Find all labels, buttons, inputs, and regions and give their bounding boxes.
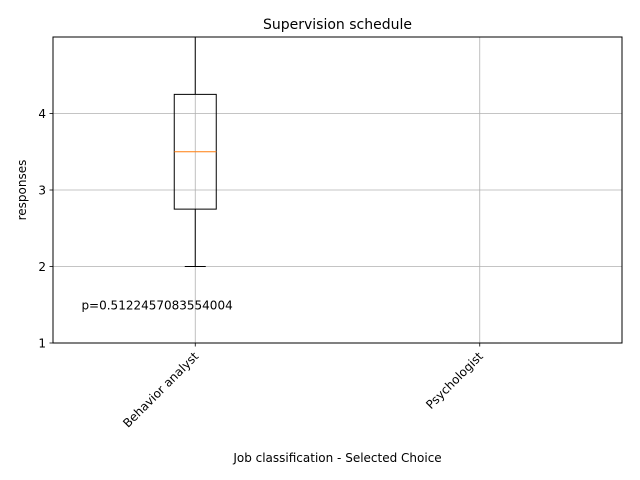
p-value-annotation: p=0.5122457083554004 <box>81 298 232 312</box>
x-axis-ticks: Behavior analyst Psychologist <box>120 343 486 430</box>
y-axis-ticks: 1 2 3 4 <box>38 107 53 351</box>
y-tick-label: 3 <box>38 184 46 198</box>
y-tick-label: 2 <box>38 260 46 274</box>
y-tick-label: 4 <box>38 107 46 121</box>
y-tick-label: 1 <box>38 337 46 351</box>
x-tick-label: Behavior analyst <box>120 349 201 430</box>
x-axis-label: Job classification - Selected Choice <box>232 451 441 465</box>
chart-title: Supervision schedule <box>263 17 412 33</box>
y-axis-label: responses <box>15 160 29 221</box>
box-behavior-analyst <box>173 36 217 267</box>
x-tick-label: Psychologist <box>423 349 486 412</box>
grid-lines <box>53 37 622 344</box>
